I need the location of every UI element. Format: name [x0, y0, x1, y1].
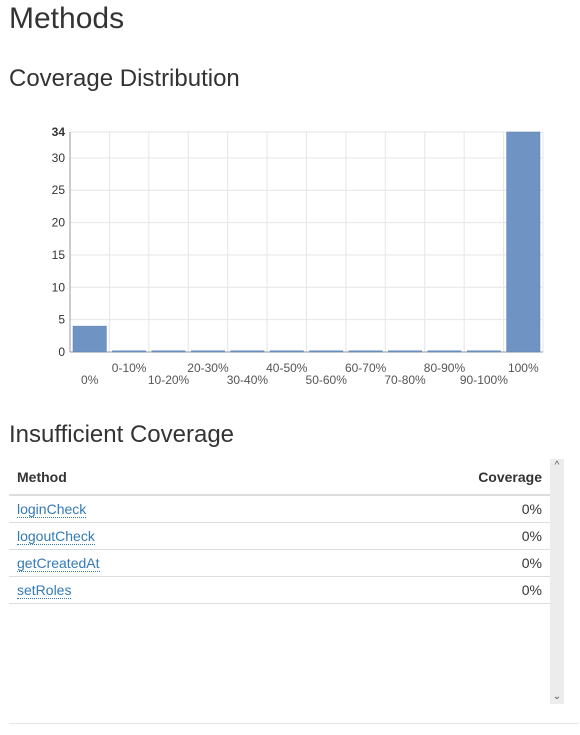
y-tick-label: 10	[52, 280, 66, 294]
y-tick-label: 34	[52, 125, 66, 139]
y-tick-label: 20	[52, 216, 66, 230]
bar-100%	[506, 131, 541, 353]
bar-0-10%	[112, 350, 147, 353]
footer-divider	[9, 723, 579, 724]
insufficient-coverage-table: Method Coverage loginCheck 0% logoutChec…	[9, 459, 550, 604]
method-link-logoutCheck[interactable]: logoutCheck	[17, 528, 95, 545]
x-tick-label: 30-40%	[227, 373, 269, 387]
x-tick-label: 60-70%	[345, 361, 387, 375]
bar-80-90%	[427, 350, 462, 353]
coverage-value: 0%	[307, 495, 550, 523]
table-row: setRoles 0%	[9, 576, 550, 604]
x-tick-label: 0%	[81, 373, 99, 387]
scroll-down-icon[interactable]: ⌄	[552, 691, 562, 702]
table-row: logoutCheck 0%	[9, 522, 550, 550]
bar-60-70%	[348, 350, 383, 353]
method-column-header: Method	[9, 459, 308, 496]
x-tick-label: 0-10%	[112, 361, 147, 375]
x-tick-label: 10-20%	[148, 373, 190, 387]
coverage-distribution-chart: 0 5 10 15 20 25 30 34 0% 0-10%10-20%20-30%30-40%4…	[52, 125, 544, 387]
coverage-value: 0%	[307, 549, 550, 577]
table-row: loginCheck 0%	[9, 495, 550, 523]
bar-0%	[72, 325, 107, 353]
x-tick-label: 80-90%	[424, 361, 466, 375]
y-tick-label: 0	[58, 345, 65, 359]
x-tick-label: 100%	[508, 361, 539, 375]
page-title: Methods	[9, 2, 125, 35]
y-tick-label: 25	[52, 183, 66, 197]
bar-30-40%	[230, 350, 265, 353]
insufficient-coverage-table-container: Method Coverage loginCheck 0% logoutChec…	[9, 459, 550, 703]
coverage-distribution-heading: Coverage Distribution	[9, 65, 240, 92]
coverage-value: 0%	[307, 522, 550, 550]
table-row: getCreatedAt 0%	[9, 549, 550, 577]
x-tick-label: 50-60%	[306, 373, 348, 387]
x-tick-label: 20-30%	[187, 361, 229, 375]
coverage-value: 0%	[307, 576, 550, 604]
table-scrollbar[interactable]: ^ ⌄	[550, 459, 564, 704]
insufficient-coverage-heading: Insufficient Coverage	[9, 421, 235, 448]
coverage-column-header: Coverage	[307, 459, 550, 496]
bar-40-50%	[269, 350, 304, 353]
y-tick-label: 5	[58, 313, 65, 327]
y-tick-label: 15	[52, 248, 66, 262]
scroll-up-icon[interactable]: ^	[554, 460, 560, 471]
method-link-getCreatedAt[interactable]: getCreatedAt	[17, 555, 100, 572]
bar-10-20%	[151, 350, 186, 353]
bar-50-60%	[309, 350, 344, 353]
method-link-setRoles[interactable]: setRoles	[17, 582, 72, 599]
x-tick-label: 40-50%	[266, 361, 308, 375]
bar-90-100%	[466, 350, 501, 353]
table-header-row: Method Coverage	[9, 459, 550, 496]
x-tick-label: 70-80%	[384, 373, 426, 387]
method-link-loginCheck[interactable]: loginCheck	[17, 501, 87, 518]
bar-20-30%	[191, 350, 225, 353]
bar-70-80%	[388, 350, 423, 353]
x-tick-label: 90-100%	[460, 373, 508, 387]
y-tick-label: 30	[52, 151, 66, 165]
